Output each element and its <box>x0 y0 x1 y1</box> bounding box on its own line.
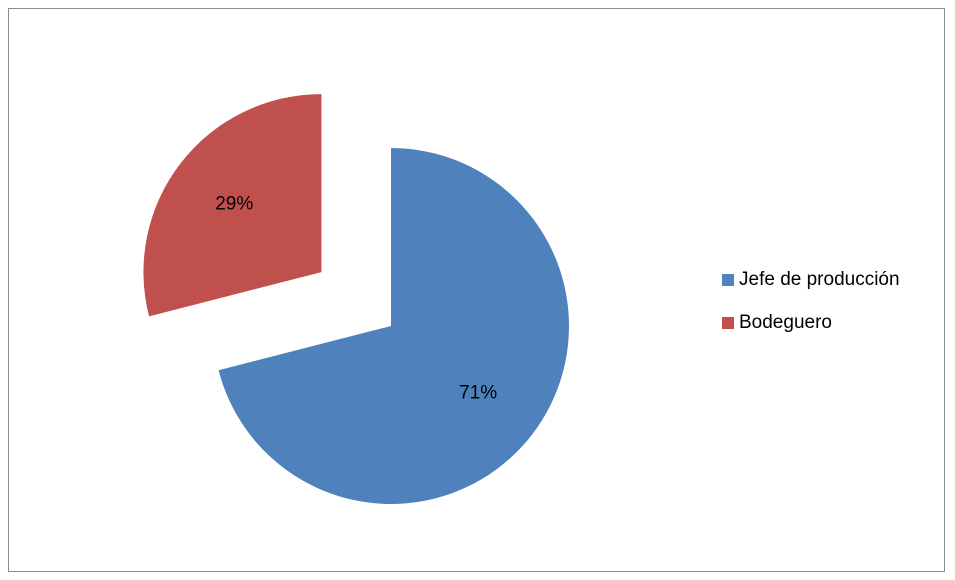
legend-label-jefe-de-produccion: Jefe de producción <box>739 269 900 290</box>
legend-swatch-jefe-de-produccion <box>722 274 734 286</box>
legend-item-bodeguero: Bodeguero <box>722 312 900 334</box>
data-label-bodeguero: 29% <box>215 193 253 214</box>
pie-slice-jefe-de-produccion <box>218 148 569 504</box>
pie-slice-bodeguero <box>143 94 322 317</box>
chart-area: 71% 29% Jefe de producción Bodeguero <box>8 8 945 572</box>
legend-swatch-bodeguero <box>722 317 734 329</box>
legend-label-bodeguero: Bodeguero <box>739 312 832 333</box>
legend: Jefe de producción Bodeguero <box>722 269 900 355</box>
data-label-jefe-de-produccion: 71% <box>459 383 497 404</box>
legend-item-jefe-de-produccion: Jefe de producción <box>722 269 900 291</box>
pie-chart: 71% 29% <box>143 94 569 504</box>
